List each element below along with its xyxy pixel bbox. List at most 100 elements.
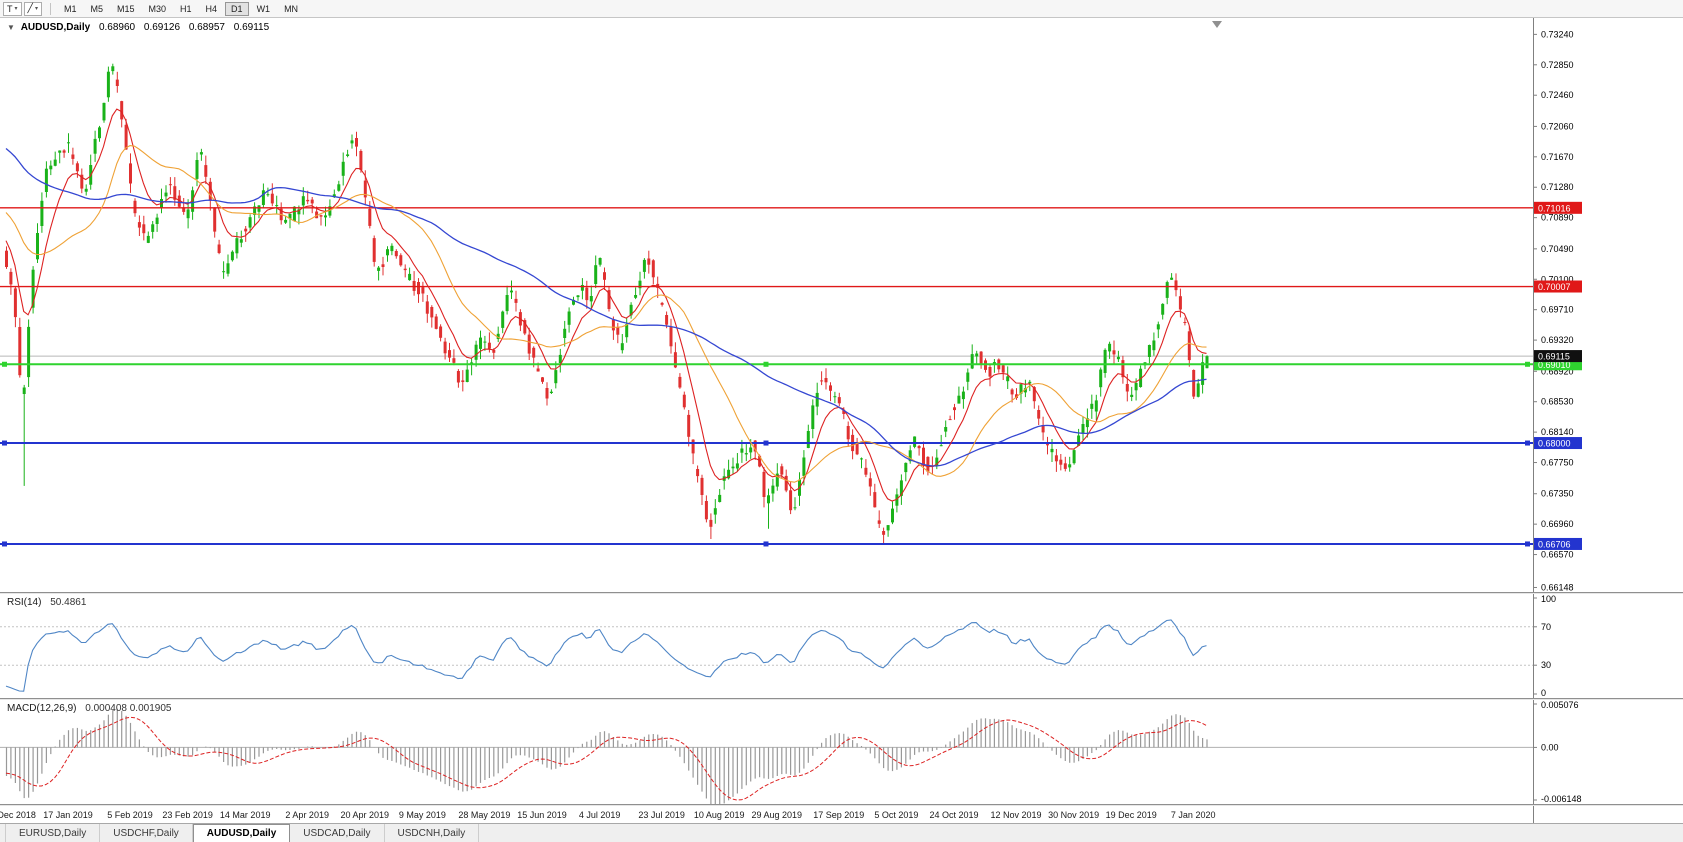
one-click-trading-toggle[interactable]: ▼ — [7, 23, 15, 32]
date-label: 30 Nov 2019 — [1048, 810, 1099, 820]
svg-text:0.69010: 0.69010 — [1538, 360, 1571, 370]
template-button-label: T — [7, 3, 13, 14]
svg-text:0.73240: 0.73240 — [1541, 29, 1574, 39]
template-button[interactable]: T ▾ — [3, 1, 22, 16]
date-label: 4 Jul 2019 — [579, 810, 621, 820]
macd-canvas[interactable]: 0.005076 0.00 -0.006148 — [0, 700, 1683, 804]
timeframe-button-h1[interactable]: H1 — [180, 3, 192, 14]
price-tag-0.68000: 0.68000 — [1534, 437, 1582, 450]
macd-signal-line — [5, 716, 1207, 801]
chevron-down-icon: ▾ — [34, 6, 38, 12]
svg-text:0.67750: 0.67750 — [1541, 458, 1574, 468]
timeframe-button-w1[interactable]: W1 — [256, 3, 271, 14]
svg-text:0.70007: 0.70007 — [1538, 282, 1571, 292]
date-label: 29 Dec 2018 — [0, 810, 36, 820]
date-label: 28 May 2019 — [458, 810, 510, 820]
date-label: 24 Oct 2019 — [929, 810, 978, 820]
svg-text:0.69115: 0.69115 — [1538, 352, 1570, 362]
price-tag-0.70007: 0.70007 — [1534, 280, 1582, 293]
chart-tab-audusd[interactable]: AUDUSD,Daily — [192, 824, 291, 842]
drawing-tool-button[interactable]: ╱ ▾ — [23, 1, 42, 16]
date-label: 2 Apr 2019 — [285, 810, 329, 820]
panel-divider[interactable] — [0, 592, 1683, 594]
horizontal-line-0.66706[interactable] — [0, 541, 1533, 547]
svg-text:0.72060: 0.72060 — [1541, 121, 1574, 131]
timeframe-button-mn[interactable]: MN — [284, 3, 299, 14]
high-value: 0.69126 — [143, 22, 181, 33]
chart-tab-eurusd[interactable]: EURUSD,Daily — [5, 824, 101, 842]
chart-shift-marker[interactable] — [1212, 21, 1222, 28]
chart-tab-bar: EURUSD,Daily USDCHF,Daily AUDUSD,Daily USDC… — [0, 823, 1683, 842]
rsi-header: RSI(14) 50.4861 — [7, 597, 86, 608]
chart-header: ▼ AUDUSD,Daily 0.68960 0.69126 0.68957 0… — [7, 22, 269, 33]
date-label: 9 May 2019 — [399, 810, 446, 820]
rsi-canvas[interactable]: 100 70 30 0 — [0, 594, 1683, 698]
chart-tab-usdchf[interactable]: USDCHF,Daily — [100, 824, 193, 842]
macd-header: MACD(12,26,9) 0.000408 0.001905 — [7, 703, 171, 714]
date-label: 19 Dec 2019 — [1106, 810, 1157, 820]
date-label: 20 Apr 2019 — [341, 810, 390, 820]
chart-tab-usdcnh[interactable]: USDCNH,Daily — [385, 824, 480, 842]
date-label: 12 Nov 2019 — [990, 810, 1041, 820]
svg-text:0.70100: 0.70100 — [1541, 274, 1574, 284]
timeframe-button-m5[interactable]: M5 — [90, 3, 103, 14]
svg-text:0.66148: 0.66148 — [1541, 582, 1574, 592]
panel-divider[interactable] — [0, 698, 1683, 700]
date-label: 7 Jan 2020 — [1171, 810, 1216, 820]
macd-values: 0.000408 0.001905 — [85, 703, 172, 714]
price-tag-0.66706: 0.66706 — [1534, 537, 1582, 550]
rsi-panel: 100 70 30 0 RSI(14) 50.4861 — [0, 594, 1683, 698]
svg-text:0.66706: 0.66706 — [1538, 539, 1571, 549]
svg-text:0.66960: 0.66960 — [1541, 519, 1574, 529]
svg-text:0.71280: 0.71280 — [1541, 182, 1574, 192]
candles-layer — [5, 63, 1209, 545]
date-label: 23 Jul 2019 — [638, 810, 685, 820]
timeframe-button-m30[interactable]: M30 — [148, 3, 167, 14]
date-label: 14 Mar 2019 — [220, 810, 271, 820]
svg-text:0.72460: 0.72460 — [1541, 90, 1574, 100]
close-value: 0.69115 — [233, 22, 270, 33]
price-chart-panel: 0.73240 0.72850 0.72460 0.72060 0.71670 0.712… — [0, 18, 1683, 592]
timeframe-button-h4[interactable]: H4 — [205, 3, 218, 14]
horizontal-line-0.68000[interactable] — [0, 440, 1533, 446]
svg-text:0.71670: 0.71670 — [1541, 152, 1574, 162]
panel-divider — [0, 804, 1683, 806]
svg-text:0.68530: 0.68530 — [1541, 397, 1574, 407]
rsi-value: 50.4861 — [50, 597, 87, 608]
timeframe-button-d1[interactable]: D1 — [225, 1, 249, 16]
svg-text:0.00: 0.00 — [1541, 742, 1559, 752]
svg-text:0.70490: 0.70490 — [1541, 244, 1574, 254]
low-value: 0.68957 — [188, 22, 225, 33]
date-label: 15 Jun 2019 — [517, 810, 567, 820]
svg-text:0.005076: 0.005076 — [1541, 700, 1579, 710]
price-chart-canvas[interactable]: 0.73240 0.72850 0.72460 0.72060 0.71670 0.712… — [0, 18, 1683, 592]
trendline-icon: ╱ — [27, 3, 33, 13]
svg-text:0.69320: 0.69320 — [1541, 335, 1574, 345]
svg-text:0.69710: 0.69710 — [1541, 305, 1574, 315]
date-label: 10 Aug 2019 — [694, 810, 745, 820]
chevron-down-icon: ▾ — [14, 6, 18, 12]
macd-label: MACD(12,26,9) — [7, 703, 77, 714]
date-label: 5 Feb 2019 — [107, 810, 153, 820]
rsi-label: RSI(14) — [7, 597, 42, 608]
horizontal-line-0.69010[interactable] — [0, 361, 1533, 367]
svg-text:0.68140: 0.68140 — [1541, 427, 1574, 437]
macd-panel: 0.005076 0.00 -0.006148 MACD(12,26,9) 0.00… — [0, 700, 1683, 804]
svg-text:30: 30 — [1541, 660, 1551, 670]
svg-text:-0.006148: -0.006148 — [1541, 794, 1582, 804]
chart-tab-usdcad[interactable]: USDCAD,Daily — [290, 824, 385, 842]
svg-text:70: 70 — [1541, 622, 1551, 632]
price-tag-0.69115: 0.69115 — [1534, 350, 1582, 363]
svg-text:100: 100 — [1541, 594, 1556, 604]
date-axis[interactable]: 29 Dec 2018 17 Jan 2019 5 Feb 2019 23 Feb 2… — [0, 806, 1683, 823]
timeframe-button-m1[interactable]: M1 — [63, 3, 77, 14]
svg-text:0: 0 — [1541, 688, 1546, 698]
ma-fast-line — [5, 108, 1207, 502]
open-value: 0.68960 — [98, 22, 136, 33]
toolbar-separator — [49, 2, 51, 15]
price-tag-0.71016: 0.71016 — [1534, 201, 1582, 214]
svg-text:0.68920: 0.68920 — [1541, 366, 1574, 376]
svg-text:0.71016: 0.71016 — [1538, 203, 1571, 213]
timeframe-button-m15[interactable]: M15 — [116, 3, 135, 14]
